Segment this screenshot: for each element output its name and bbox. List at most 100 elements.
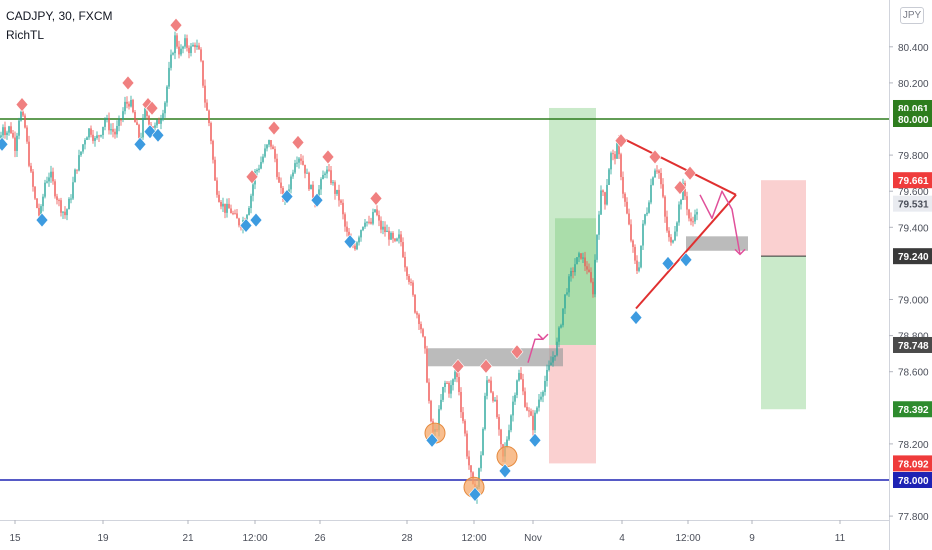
peak-marker <box>267 120 281 136</box>
trough-marker <box>0 136 9 152</box>
candle-body <box>274 149 276 159</box>
candle-body <box>662 184 664 197</box>
trough-marker <box>343 234 357 250</box>
candle-body <box>454 371 456 380</box>
time-tick-label: 21 <box>182 533 194 544</box>
candle-body <box>130 99 132 107</box>
candle-body <box>272 146 274 150</box>
candle-body <box>164 102 166 114</box>
price-badge <box>893 111 932 127</box>
candle-body <box>490 380 492 393</box>
candle-body <box>342 202 344 215</box>
candle-body <box>106 118 108 120</box>
candle-body <box>50 171 52 178</box>
candle-body <box>424 336 426 349</box>
candle-body <box>652 177 654 185</box>
candle-body <box>402 242 404 257</box>
candle-body <box>688 209 690 219</box>
candle-body <box>276 158 278 177</box>
time-tick-label: 9 <box>749 533 755 544</box>
peak-marker <box>15 97 29 113</box>
candle-body <box>370 221 372 224</box>
candle-body <box>226 203 228 213</box>
trough-marker <box>425 432 439 448</box>
candle-body <box>144 106 146 118</box>
candle-body <box>152 126 154 128</box>
candle-body <box>442 386 444 400</box>
candle-body <box>602 190 604 193</box>
candle-body <box>42 196 44 207</box>
candle-body <box>574 264 576 273</box>
plot-background <box>0 0 889 520</box>
price-tick-label: 79.800 <box>898 151 929 162</box>
candle-body <box>172 53 174 55</box>
price-badge <box>893 401 932 418</box>
candle-body <box>372 212 374 224</box>
candle-body <box>104 119 106 127</box>
candle-body <box>680 199 682 205</box>
candle-body <box>146 106 148 116</box>
candle-body <box>90 128 92 135</box>
candle-body <box>500 429 502 445</box>
candle-body <box>58 200 60 202</box>
trough-marker <box>629 310 643 326</box>
time-axis-bg <box>0 520 889 550</box>
price-tick-label: 78.200 <box>898 440 929 451</box>
price-badge <box>893 472 932 488</box>
candle-body <box>84 139 86 145</box>
candle-body <box>524 391 526 407</box>
candle-body <box>426 348 428 383</box>
candle-body <box>120 119 122 121</box>
candle-body <box>542 391 544 397</box>
candle-body <box>14 137 16 151</box>
highlight-circle <box>496 446 518 468</box>
candle-body <box>222 203 224 207</box>
candle-body <box>60 200 62 213</box>
candle-body <box>246 214 248 223</box>
candle-body <box>598 214 600 235</box>
candle-body <box>498 417 500 430</box>
candle-body <box>634 246 636 261</box>
candle-body <box>270 140 272 147</box>
candle-body <box>102 126 104 136</box>
candle-body <box>80 151 82 156</box>
candle-body <box>584 257 586 267</box>
price-badge <box>893 455 932 472</box>
candle-body <box>534 412 536 431</box>
candle-body <box>368 221 370 223</box>
candle-body <box>440 399 442 410</box>
candle-body <box>298 158 300 163</box>
currency-badge[interactable]: JPY <box>900 7 924 24</box>
candle-body <box>518 373 520 381</box>
candlesticks <box>0 31 698 504</box>
candle-body <box>646 212 648 215</box>
candle-body <box>360 230 362 238</box>
triangle-lower-line <box>635 194 737 310</box>
candle-body <box>292 172 294 177</box>
price-tick-label: 79.600 <box>898 187 929 198</box>
candle-body <box>488 380 490 382</box>
candle-body <box>558 327 560 342</box>
candle-body <box>8 126 10 133</box>
candle-body <box>408 276 410 282</box>
time-tick-label: 12:00 <box>675 533 700 544</box>
candle-body <box>158 120 160 124</box>
candle-body <box>86 137 88 140</box>
projection-arrow-0 <box>527 338 543 363</box>
candle-body <box>568 276 570 293</box>
candle-body <box>230 208 232 214</box>
candle-body <box>358 237 360 243</box>
time-tick-label: 28 <box>401 533 413 544</box>
candle-body <box>6 132 8 135</box>
candle-body <box>684 182 686 197</box>
time-tick-label: 15 <box>9 533 21 544</box>
candle-body <box>650 184 652 203</box>
candle-body <box>296 162 298 164</box>
candle-body <box>478 468 480 487</box>
candle-body <box>176 35 178 47</box>
candle-body <box>658 170 660 173</box>
candle-body <box>452 379 454 386</box>
candle-body <box>110 129 112 131</box>
